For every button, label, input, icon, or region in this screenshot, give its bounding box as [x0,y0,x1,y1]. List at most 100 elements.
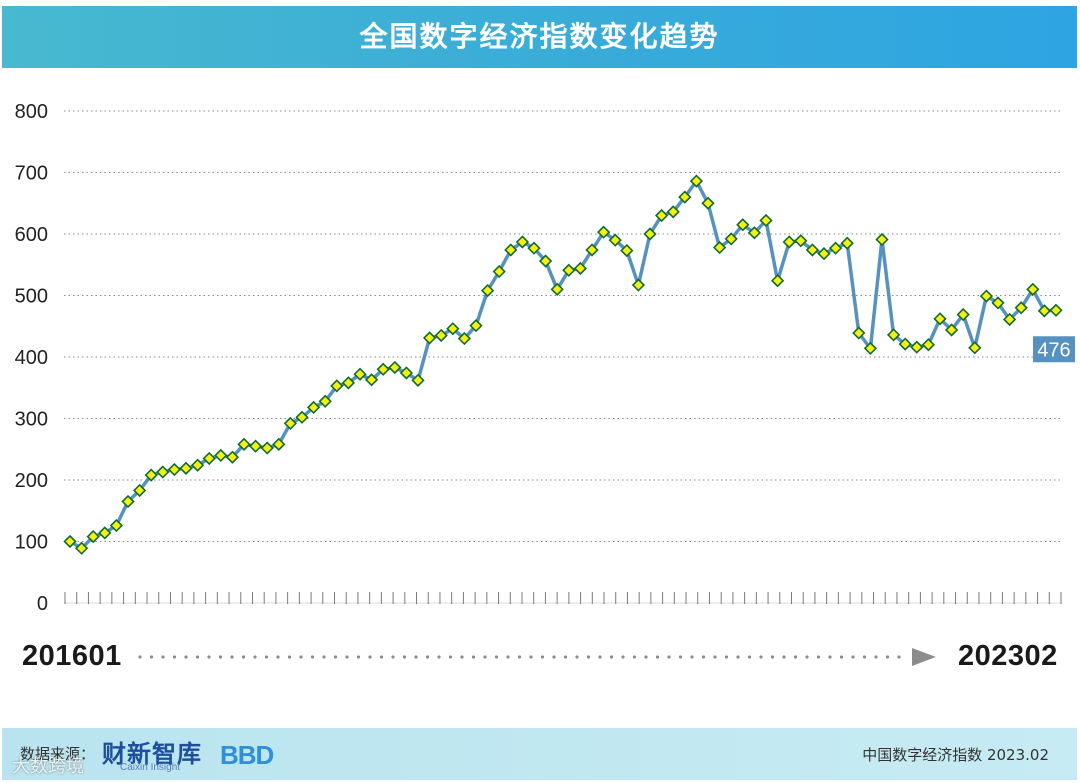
arrow-dot [333,655,338,659]
arrow-dot [448,655,453,659]
y-tick-label: 200 [15,470,48,492]
arrow-dot [138,655,142,659]
arrow-dot [690,655,694,659]
y-tick-label: 700 [15,163,48,185]
arrow-dot [356,655,361,659]
last-value-label: 476 [1037,339,1070,361]
data-point [190,458,205,472]
index-note: 中国数字经济指数 2023.02 [862,746,1049,764]
y-axis: 800 700 600 500 400 300 200 100 0 [15,101,48,615]
arrow-dot [885,655,890,659]
data-point [283,416,298,431]
arrow-dot [207,655,211,659]
data-point [991,296,1005,310]
data-point [399,366,414,380]
arrow-dot [218,655,223,659]
data-point [538,254,553,268]
arrow-dot [724,655,729,659]
arrow-dot [322,655,326,659]
arrow-dot [793,655,798,659]
data-point [144,468,158,482]
arrow-dot [805,655,809,659]
arrow-dot [161,655,165,659]
arrow-dot [299,655,303,659]
data-point [608,233,622,247]
arrow-dot [839,655,844,659]
arrow-dot [184,655,188,659]
arrow-dot [713,655,717,659]
data-point [260,441,274,455]
data-point [214,448,228,463]
arrow-dot [149,655,154,659]
data-point [689,174,704,188]
data-point [225,450,240,464]
arrow-dot [701,655,706,659]
y-tick-label: 600 [15,224,48,246]
caixin-logo-subtitle: Caixin Insight [120,762,181,773]
arrow-dot [460,655,464,659]
data-point [968,341,982,355]
arrow-dot [621,655,625,659]
data-point [480,283,495,298]
data-point [272,437,286,451]
data-point [910,340,924,354]
data-point [376,362,390,376]
data-point [167,462,182,477]
arrow-dot [609,655,614,659]
data-point [840,236,854,250]
y-tick-label: 300 [15,409,48,431]
data-point [828,241,843,255]
y-tick-label: 400 [15,347,48,369]
arrow-dot [747,655,752,659]
data-point [585,243,599,257]
arrow-dot [287,655,292,659]
data-point [411,373,425,388]
time-range-arrow [138,648,936,666]
arrow-dot [241,655,246,659]
data-point [341,376,356,390]
arrow-dot [172,655,177,659]
data-point [817,247,831,261]
data-point [852,326,866,340]
series-line [69,179,1057,551]
data-point [237,437,251,451]
arrow-head [912,648,936,666]
bbd-logo: BBD [220,740,274,770]
data-point [469,319,483,333]
data-point [330,379,344,393]
caixin-logo: 财新智库 [102,740,202,768]
data-point [956,307,970,322]
data-point [1037,304,1052,318]
data-point [306,400,321,415]
data-point [109,518,124,533]
y-tick-label: 0 [37,593,48,615]
data-point [573,261,588,276]
arrow-dot [816,655,821,659]
arrow-dot [552,655,556,659]
arrow-dot [391,655,395,659]
arrow-dot [437,655,441,659]
data-point [805,243,820,257]
y-tick-label: 800 [15,101,48,123]
data-point [666,205,680,219]
arrow-dot [828,655,832,659]
data-point [457,331,472,346]
arrow-dot [851,655,855,659]
arrow-dot [253,655,257,659]
data-point [515,235,530,249]
data-point [979,289,994,303]
data-point [770,274,785,288]
arrow-dot [540,655,545,659]
arrow-dot [483,655,487,659]
arrow-dot [736,655,740,659]
data-point [527,241,541,255]
data-point [736,218,750,232]
y-tick-label: 100 [15,532,48,554]
arrow-dot [471,655,476,659]
watermark: 大数跨境 [12,756,84,777]
data-point [1026,282,1040,296]
arrow-dot [310,655,315,659]
data-point [886,328,901,342]
arrow-dot [276,655,280,659]
data-point [98,526,112,540]
